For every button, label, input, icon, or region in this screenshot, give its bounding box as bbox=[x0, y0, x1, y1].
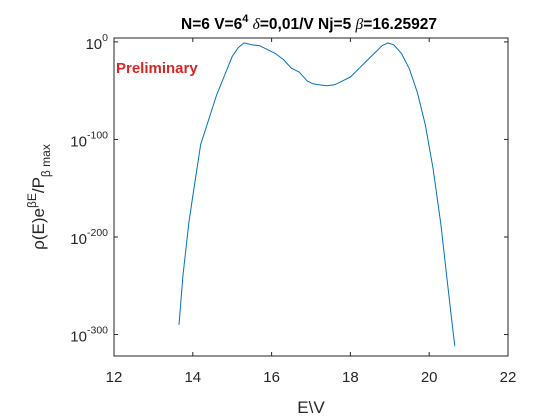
preliminary-annotation: Preliminary bbox=[116, 60, 198, 77]
x-tick-label: 18 bbox=[342, 369, 359, 386]
x-tick-label: 16 bbox=[263, 369, 280, 386]
x-tick-label: 14 bbox=[184, 369, 201, 386]
x-tick-label: 12 bbox=[106, 369, 123, 386]
series-line bbox=[178, 42, 456, 347]
axis-ticks bbox=[113, 38, 509, 356]
x-tick-labels: 12 14 16 18 20 22 bbox=[106, 369, 517, 386]
series-layer bbox=[178, 42, 456, 347]
x-axis-label: E\V bbox=[297, 398, 325, 417]
x-tick-label: 22 bbox=[500, 369, 517, 386]
y-axis-label: ρ(E)eβE/Pβ max bbox=[25, 144, 53, 250]
y-tick-label: 10-300 bbox=[70, 325, 108, 346]
y-tick-label: 10-100 bbox=[70, 129, 108, 150]
y-tick-label: 100 bbox=[85, 32, 108, 53]
y-tick-labels: 100 10-100 10-200 10-300 bbox=[70, 32, 108, 346]
y-tick-label: 10-200 bbox=[70, 227, 108, 248]
chart-title: N=6 V=64 δ=0,01/V Nj=5 β=16.25927 bbox=[181, 13, 437, 33]
plot-area bbox=[113, 37, 509, 357]
x-tick-label: 20 bbox=[421, 369, 438, 386]
